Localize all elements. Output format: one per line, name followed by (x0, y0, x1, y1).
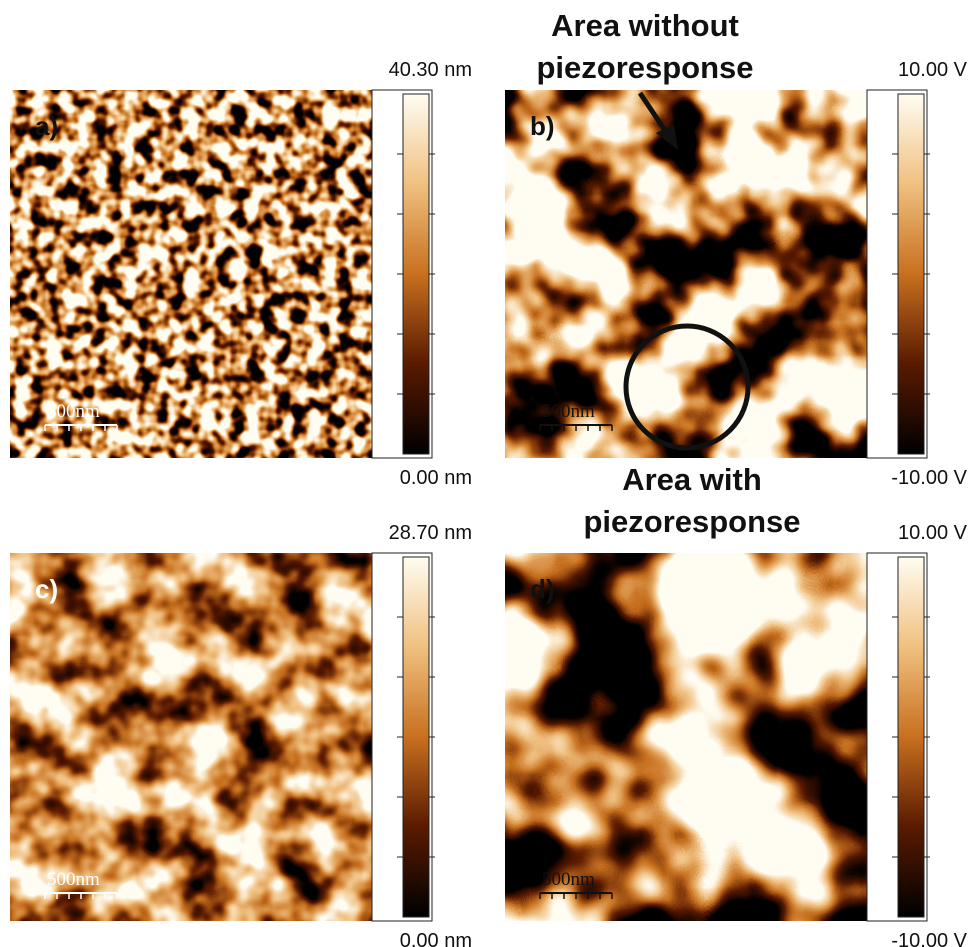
annotation: Area with (622, 462, 762, 497)
colorbar-min: 0.00 nm (400, 467, 472, 489)
colorbar-min: 0.00 nm (400, 930, 472, 947)
annotation: piezoresponse (583, 504, 800, 539)
colorbar-gradient (898, 94, 924, 454)
colorbar-gradient (898, 557, 924, 917)
scale-bar-label: 500nm (47, 869, 100, 890)
colorbar-min: -10.00 V (891, 930, 967, 947)
panel-label: a) (35, 111, 58, 141)
annotation: Area without (551, 8, 739, 43)
colorbar-min: -10.00 V (891, 467, 967, 489)
figure: Area without piezoresponse Area with pie… (0, 0, 971, 947)
scale-bar-label: 500nm (47, 401, 100, 422)
colorbar-gradient (403, 94, 429, 454)
colorbar-max: 10.00 V (898, 59, 968, 81)
afm-image (505, 553, 867, 921)
panel-label: b) (530, 111, 555, 141)
scale-bar-label: 500nm (542, 401, 595, 422)
afm-image (10, 553, 372, 921)
colorbar-gradient (403, 557, 429, 917)
colorbar-max: 40.30 nm (389, 59, 472, 81)
scale-bar-label: 500nm (542, 869, 595, 890)
annotation: piezoresponse (536, 50, 753, 85)
colorbar-max: 28.70 nm (389, 522, 472, 544)
colorbar-max: 10.00 V (898, 522, 968, 544)
panel-label: c) (35, 574, 58, 604)
panel-label: d) (530, 574, 555, 604)
